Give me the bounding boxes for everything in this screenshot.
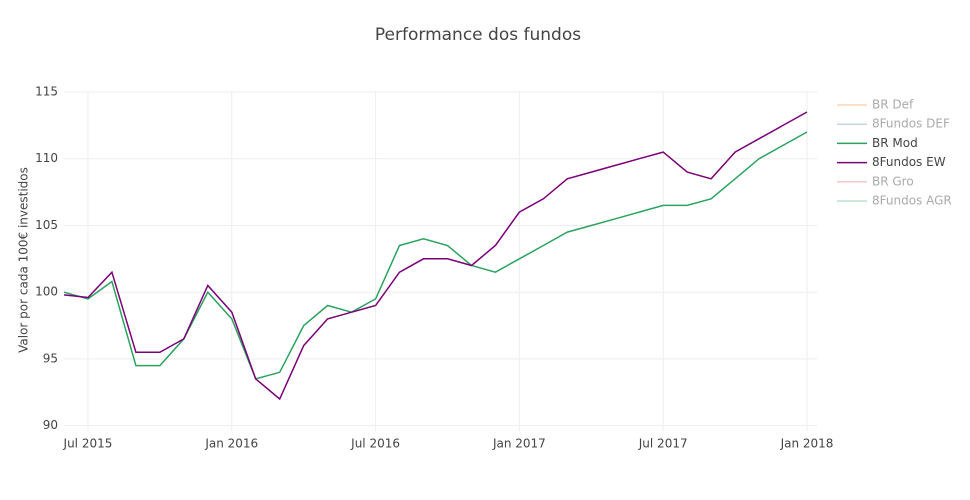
legend-label[interactable]: 8Fundos DEF xyxy=(872,117,950,131)
y-tick-label: 110 xyxy=(35,151,58,165)
x-tick-label: Jul 2015 xyxy=(63,437,113,451)
y-tick-label: 115 xyxy=(35,85,58,99)
x-tick-label: Jan 2018 xyxy=(780,437,834,451)
x-tick-label: Jan 2017 xyxy=(492,437,546,451)
y-tick-label: 105 xyxy=(35,218,58,232)
y-axis-title: Valor por cada 100€ investidos xyxy=(17,167,31,353)
chart-title: Performance dos fundos xyxy=(375,25,581,45)
series-line xyxy=(63,131,808,380)
legend-label[interactable]: 8Fundos AGR xyxy=(872,194,952,208)
y-tick-label: 100 xyxy=(35,285,58,299)
x-tick-label: Jul 2017 xyxy=(638,437,688,451)
legend-label[interactable]: BR Gro xyxy=(872,174,914,188)
series-line xyxy=(63,111,808,401)
legend-label[interactable]: BR Mod xyxy=(872,136,918,150)
x-tick-label: Jan 2016 xyxy=(204,437,258,451)
y-tick-label: 95 xyxy=(43,351,58,365)
x-tick-label: Jul 2016 xyxy=(350,437,400,451)
legend-label[interactable]: BR Def xyxy=(872,98,914,112)
legend-label[interactable]: 8Fundos EW xyxy=(872,155,946,169)
y-tick-label: 90 xyxy=(43,418,58,432)
